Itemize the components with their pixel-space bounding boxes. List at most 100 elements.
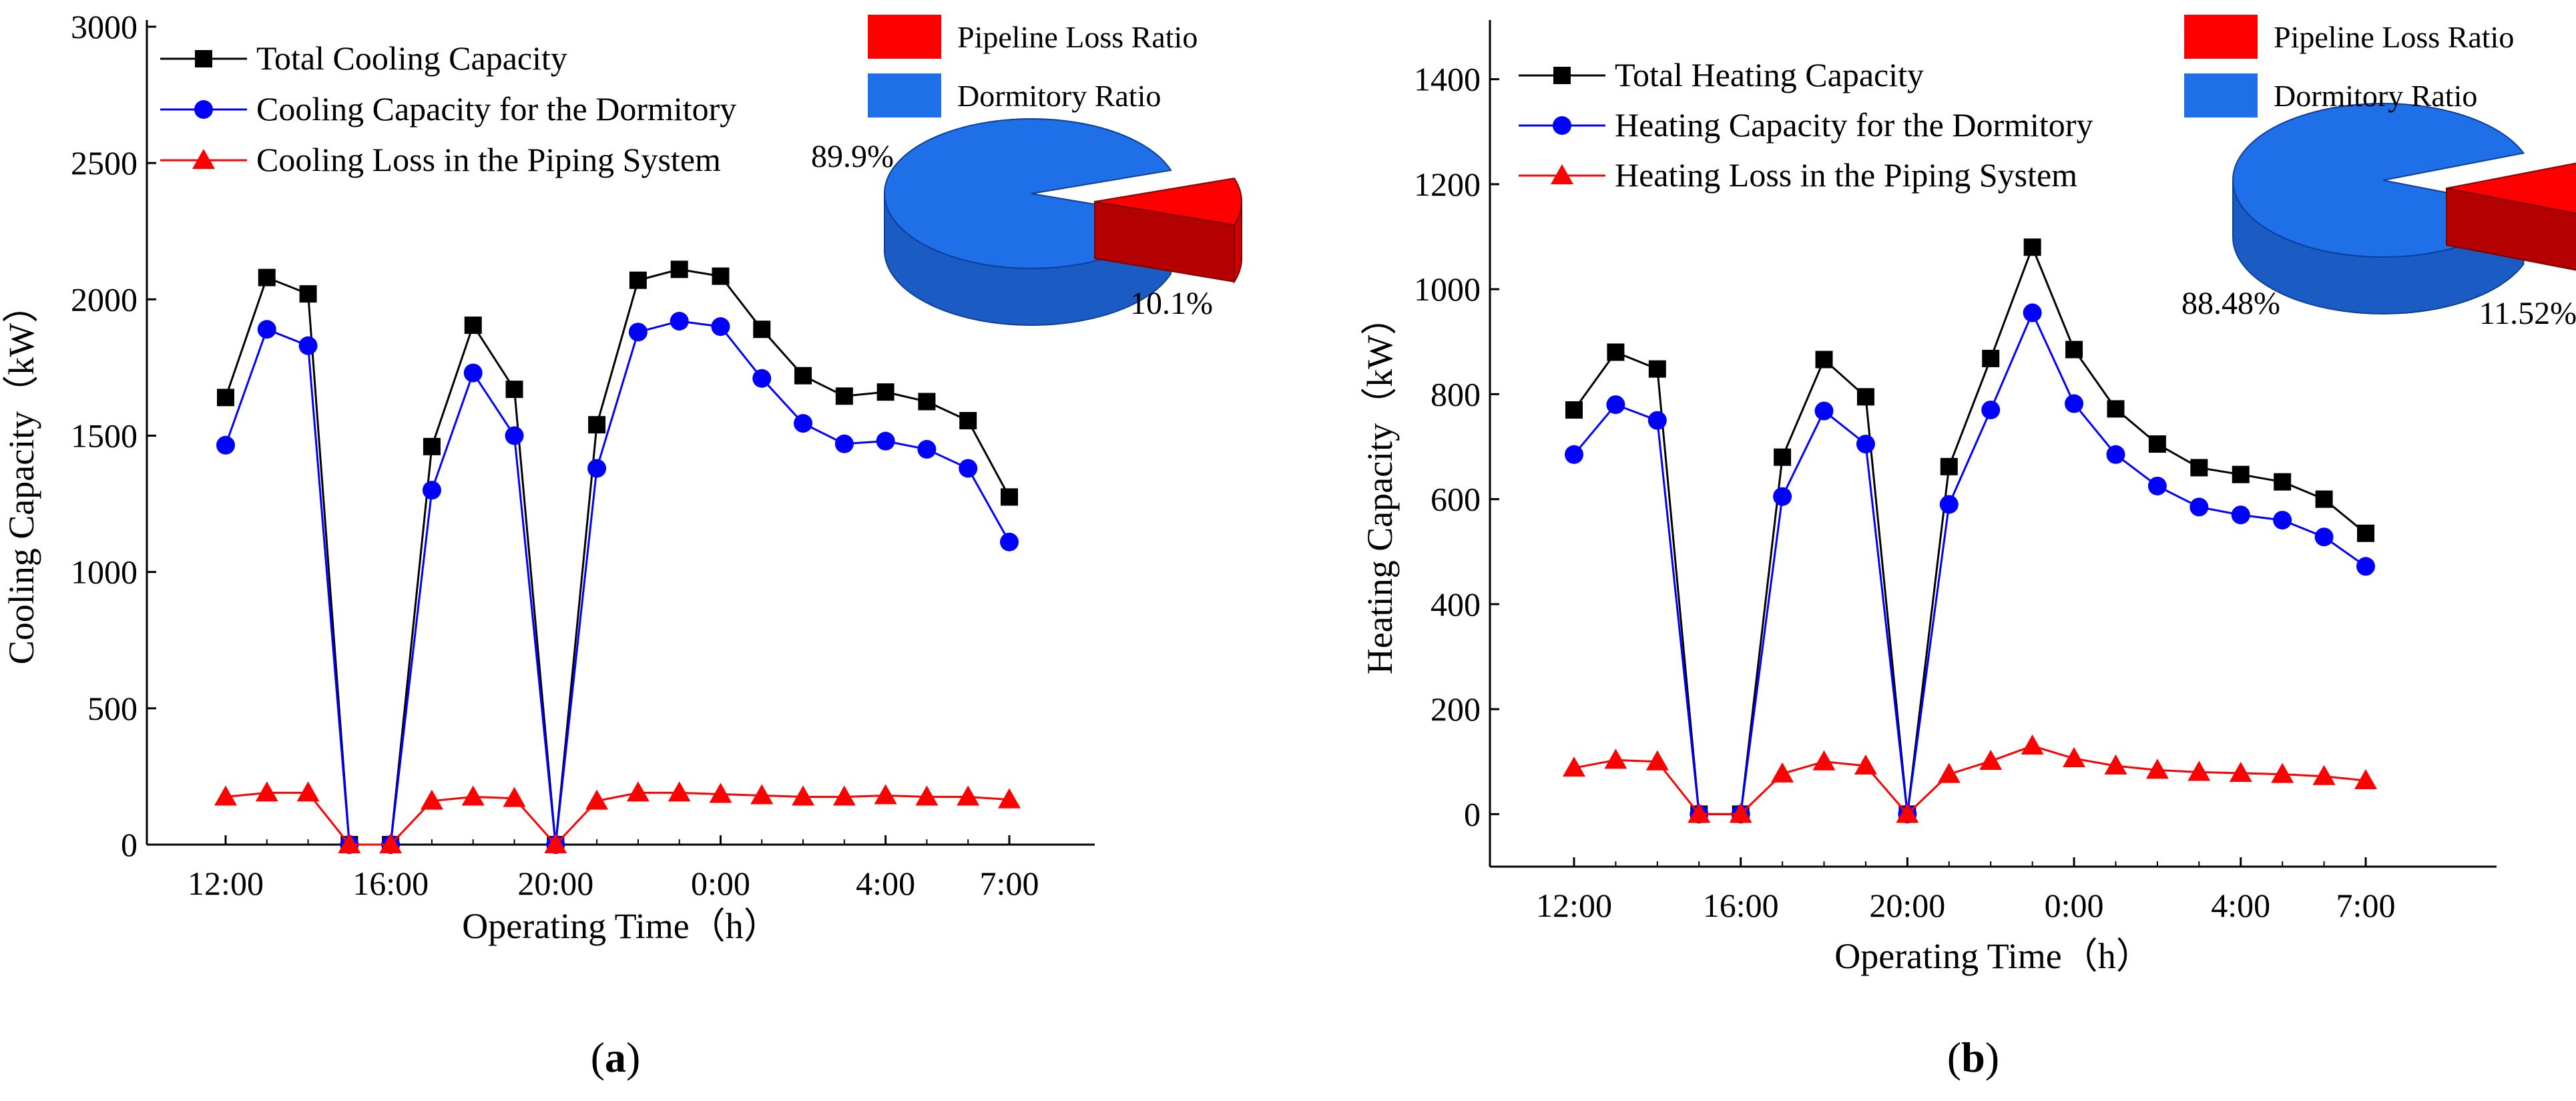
data-point-square-0-13 xyxy=(2107,400,2125,418)
data-point-square-0-10 xyxy=(1982,349,2000,367)
y-tick-label-2: 400 xyxy=(1431,586,1481,623)
data-point-circle-legend-1 xyxy=(1553,116,1571,135)
data-point-triangle-2-3 xyxy=(338,833,361,853)
x-tick-label-3: 0:00 xyxy=(2045,887,2104,924)
data-point-square-0-6 xyxy=(1815,351,1833,369)
pie-legend-swatch-0 xyxy=(2184,15,2258,59)
pie-legend-label-0: Pipeline Loss Ratio xyxy=(2274,20,2514,54)
chart-panel-a: 0 500 1000 1500 2000 2500 3000 12:00 16:00 20:00 0… xyxy=(1,8,1243,1081)
x-axis-title: Operating Time（h） xyxy=(462,906,780,946)
data-point-circle-1-13 xyxy=(752,369,772,388)
data-point-circle-1-7 xyxy=(505,426,524,445)
data-point-square-0-7 xyxy=(505,381,523,399)
series-line-0 xyxy=(1573,244,2366,815)
data-point-circle-1-7 xyxy=(1856,435,1875,454)
y-tick-label-0: 0 xyxy=(1464,795,1481,833)
y-axis-title: Heating Capacity（kW） xyxy=(1360,299,1400,674)
y-tick-label-0: 0 xyxy=(121,826,138,863)
pie-legend-swatch-1 xyxy=(868,73,941,118)
data-point-circle-1-17 xyxy=(917,439,937,459)
data-point-circle-1-5 xyxy=(1773,487,1792,506)
data-point-square-0-17 xyxy=(918,393,936,411)
data-point-square-0-16 xyxy=(876,383,894,401)
data-point-square-0-9 xyxy=(588,416,606,434)
data-point-triangle-2-18 xyxy=(2312,764,2336,785)
legend-label-2: Heating Loss in the Piping System xyxy=(1615,156,2077,194)
legend-label-0: Total Cooling Capacity xyxy=(256,39,567,77)
data-point-square-0-13 xyxy=(753,320,771,339)
x-tick-label-1: 16:00 xyxy=(352,865,429,902)
pie-legend-swatch-1 xyxy=(2184,73,2258,118)
data-point-triangle-2-17 xyxy=(2271,762,2294,783)
data-point-circle-1-12 xyxy=(2065,394,2084,413)
y-axis-title: Cooling Capacity（kW） xyxy=(1,287,41,664)
y-tick-label-6: 1200 xyxy=(1414,166,1481,203)
data-point-square-0-5 xyxy=(1774,448,1792,466)
data-point-triangle-2-5 xyxy=(420,789,443,810)
y-tick-label-1: 200 xyxy=(1431,690,1481,728)
data-point-circle-1-14 xyxy=(794,414,813,433)
x-tick-label-3: 0:00 xyxy=(691,865,750,902)
data-point-circle-1-1 xyxy=(257,320,276,339)
x-tick-label-0: 12:00 xyxy=(1536,887,1612,924)
data-point-circle-1-12 xyxy=(711,317,730,337)
data-point-triangle-2-2 xyxy=(1645,750,1669,770)
data-point-square-0-15 xyxy=(835,387,853,405)
data-point-circle-1-18 xyxy=(959,459,978,478)
data-point-circle-1-2 xyxy=(1647,411,1667,430)
data-point-square-0-9 xyxy=(1940,457,1958,475)
data-point-triangle-2-11 xyxy=(2021,734,2044,755)
data-point-triangle-2-3 xyxy=(1688,803,1711,823)
y-tick-label-6: 3000 xyxy=(71,8,138,45)
data-point-square-0-14 xyxy=(794,367,812,385)
data-point-square-0-2 xyxy=(299,285,317,303)
y-tick-label-3: 1500 xyxy=(71,417,138,455)
pie-percent-dormitory: 89.9% xyxy=(811,139,894,174)
data-point-circle-1-5 xyxy=(422,481,441,500)
pie-legend-label-1: Dormitory Ratio xyxy=(2274,79,2477,113)
data-point-square-0-7 xyxy=(1856,388,1874,406)
data-point-circle-1-19 xyxy=(2356,557,2375,576)
y-tick-label-1: 500 xyxy=(87,690,138,727)
data-point-circle-1-2 xyxy=(298,336,318,355)
data-point-circle-1-17 xyxy=(2273,511,2292,530)
pie-slice-pipeline-loss xyxy=(2446,162,2576,214)
data-point-triangle-2-0 xyxy=(214,785,237,806)
data-point-triangle-2-8 xyxy=(1896,803,1919,823)
data-point-triangle-2-0 xyxy=(1563,756,1585,777)
y-tick-label-4: 800 xyxy=(1431,375,1481,413)
data-point-square-0-19 xyxy=(1001,488,1018,506)
data-point-circle-1-14 xyxy=(2147,476,2167,495)
data-point-circle-1-19 xyxy=(1000,532,1019,552)
data-point-square-0-2 xyxy=(1648,360,1666,378)
data-point-triangle-2-16 xyxy=(874,784,897,805)
data-point-triangle-2-19 xyxy=(2354,769,2377,790)
data-point-circle-1-16 xyxy=(876,431,895,451)
panel-label: (b) xyxy=(1947,1034,1999,1081)
data-point-triangle-2-16 xyxy=(2229,762,2252,783)
y-tick-label-7: 1400 xyxy=(1414,61,1481,98)
data-point-circle-1-18 xyxy=(2314,527,2334,547)
chart-panel-b: 0 200 400 600 800 1000 1200 1400 12:00 16:00 20:00… xyxy=(1360,15,2576,1081)
legend-label-0: Total Heating Capacity xyxy=(1615,56,1924,93)
data-point-triangle-2-6 xyxy=(1812,750,1836,770)
data-point-triangle-2-12 xyxy=(709,783,732,803)
pie-percent-pipeline-loss: 11.52% xyxy=(2479,296,2576,331)
series-line-2 xyxy=(225,791,1010,847)
pie-legend-swatch-0 xyxy=(868,15,941,59)
y-tick-label-2: 1000 xyxy=(71,554,138,591)
x-tick-label-5: 7:00 xyxy=(980,865,1039,902)
data-point-triangle-2-1 xyxy=(1604,748,1627,769)
data-point-circle-1-6 xyxy=(1814,401,1834,421)
data-point-circle-1-0 xyxy=(216,435,235,455)
data-point-square-0-17 xyxy=(2274,473,2292,491)
pie-legend-label-1: Dormitory Ratio xyxy=(957,79,1161,113)
y-tick-label-5: 2500 xyxy=(71,144,138,182)
data-point-triangle-2-8 xyxy=(544,833,567,853)
data-point-circle-1-10 xyxy=(628,322,648,342)
data-point-square-0-14 xyxy=(2148,435,2166,453)
data-point-triangle-2-10 xyxy=(626,781,650,802)
x-axis-title: Operating Time（h） xyxy=(1834,936,2152,976)
data-point-square-0-5 xyxy=(423,437,441,455)
